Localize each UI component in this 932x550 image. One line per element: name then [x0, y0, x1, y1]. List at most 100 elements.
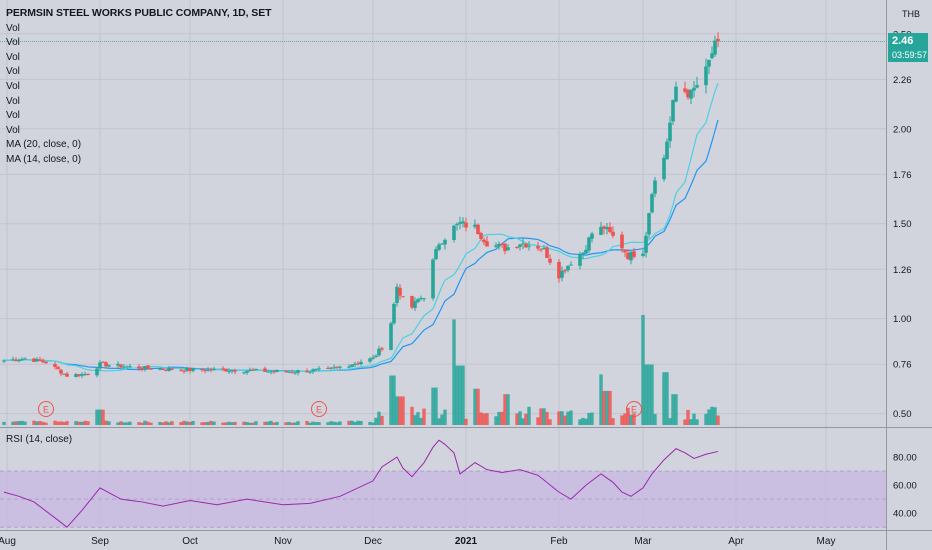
- volume-bar: [95, 409, 99, 425]
- candle-body: [290, 372, 294, 374]
- earnings-label-0: E: [43, 405, 49, 415]
- volume-bar: [473, 388, 477, 425]
- volume-bar: [41, 421, 45, 425]
- volume-bar: [665, 372, 669, 425]
- volume-bar: [305, 420, 309, 425]
- volume-bar: [542, 408, 546, 425]
- volume-bar: [38, 420, 42, 425]
- candle-body: [674, 86, 678, 102]
- candle-body: [221, 368, 225, 370]
- candle-body: [185, 368, 189, 371]
- candle-body: [140, 368, 144, 370]
- volume-bar: [170, 421, 174, 425]
- candle-body: [44, 361, 48, 364]
- volume-bar: [683, 419, 687, 425]
- volume-bar: [476, 388, 480, 425]
- volume-bar: [626, 407, 630, 425]
- volume-bar: [353, 421, 357, 425]
- volume-bar: [209, 420, 213, 425]
- volume-bar: [374, 417, 378, 425]
- earnings-marker-0: [38, 401, 54, 417]
- volume-bar: [269, 420, 273, 425]
- candle-body: [332, 367, 336, 369]
- volume-bar: [62, 421, 66, 425]
- volume-bar: [482, 413, 486, 425]
- time-tick-label-7: Mar: [634, 536, 652, 547]
- volume-bar: [101, 409, 105, 425]
- candle-body: [17, 360, 21, 362]
- volume-bar: [695, 419, 699, 425]
- candle-body: [191, 368, 195, 371]
- volume-bar: [11, 421, 15, 425]
- candle-body: [389, 323, 393, 350]
- volume-bar: [116, 422, 120, 425]
- candle-body: [410, 295, 414, 308]
- volume-bar: [401, 396, 405, 425]
- candle-body: [56, 366, 60, 370]
- volume-bar: [434, 387, 438, 425]
- time-tick-label-1: Sep: [91, 536, 109, 547]
- volume-bar: [515, 413, 519, 425]
- candle-body: [692, 87, 696, 91]
- candle-body: [500, 243, 504, 245]
- volume-bar: [335, 422, 339, 425]
- candle-body: [107, 365, 111, 367]
- candle-body: [293, 372, 297, 374]
- volume-bar: [503, 394, 507, 425]
- candle-body: [311, 369, 315, 372]
- volume-bar: [686, 409, 690, 425]
- volume-bar: [419, 417, 423, 425]
- candle-body: [650, 194, 654, 213]
- volume-bar: [326, 422, 330, 425]
- volume-bar: [182, 420, 186, 425]
- volume-bar: [632, 413, 636, 425]
- candle-body: [476, 224, 480, 235]
- volume-bar: [524, 413, 528, 425]
- candle-body: [683, 88, 687, 92]
- candle-body: [116, 363, 120, 366]
- volume-bar: [461, 365, 465, 425]
- candle-body: [188, 367, 192, 372]
- candle-body: [329, 367, 333, 369]
- volume-bar: [314, 422, 318, 425]
- volume-bar: [179, 422, 183, 425]
- candle-body: [335, 366, 339, 368]
- volume-bar: [581, 417, 585, 425]
- volume-bar: [80, 421, 84, 425]
- candle-body: [224, 368, 228, 372]
- volume-bar: [296, 421, 300, 425]
- volume-bar: [602, 390, 606, 425]
- time-tick-label-3: Nov: [274, 536, 292, 547]
- candle-body: [395, 286, 399, 303]
- candle-body: [545, 247, 549, 258]
- candle-body: [704, 66, 708, 86]
- candle-body: [539, 249, 543, 251]
- candle-body: [527, 245, 531, 247]
- earnings-marker-2: [626, 401, 642, 417]
- legend-vol-7: Vol: [6, 110, 20, 122]
- volume-bar: [254, 421, 258, 425]
- volume-bar: [356, 420, 360, 425]
- volume-bar: [149, 422, 153, 425]
- candle-body: [305, 370, 309, 373]
- volume-bar: [716, 415, 720, 425]
- legend-vol-8: Vol: [6, 124, 20, 136]
- candle-body: [506, 247, 510, 251]
- candle-body: [263, 368, 267, 372]
- currency-label: THB: [902, 9, 920, 19]
- candle-body: [434, 249, 438, 260]
- volume-bar: [563, 415, 567, 425]
- candle-body: [128, 366, 132, 368]
- candle-body: [179, 369, 183, 371]
- time-tick-label-8: Apr: [728, 536, 744, 547]
- candle-body: [398, 287, 402, 296]
- candle-body: [641, 253, 645, 256]
- candle-body: [266, 371, 270, 373]
- candle-body: [230, 370, 234, 372]
- candle-body: [629, 251, 633, 261]
- price-tick-label-0: 0.50: [893, 409, 912, 420]
- candle-body: [146, 365, 150, 369]
- volume-bar: [443, 409, 447, 425]
- volume-bar: [455, 365, 459, 425]
